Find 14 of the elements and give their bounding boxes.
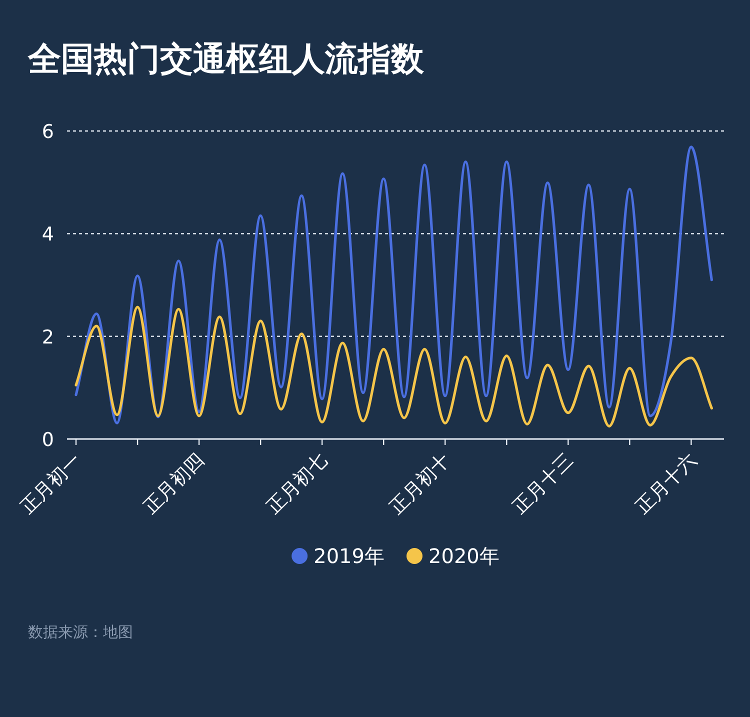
y-tick-label: 0 [42, 429, 54, 451]
x-tick-label: 正月十三 [508, 448, 578, 518]
x-tick-label: 正月初七 [262, 448, 332, 518]
y-tick-label: 2 [42, 326, 54, 348]
x-tick-label: 正月十六 [631, 448, 701, 518]
legend-label: 2020年 [428, 544, 500, 568]
x-tick-label: 正月初四 [139, 448, 209, 518]
legend-label: 2019年 [314, 544, 384, 568]
x-tick-label: 正月初一 [16, 448, 86, 518]
source-note: 数据来源：地图 [28, 623, 133, 641]
chart-title: 全国热门交通枢纽人流指数 [27, 39, 425, 78]
y-tick-label: 6 [42, 121, 54, 143]
y-tick-label: 4 [42, 224, 54, 246]
x-tick-label: 正月初十 [385, 448, 455, 518]
